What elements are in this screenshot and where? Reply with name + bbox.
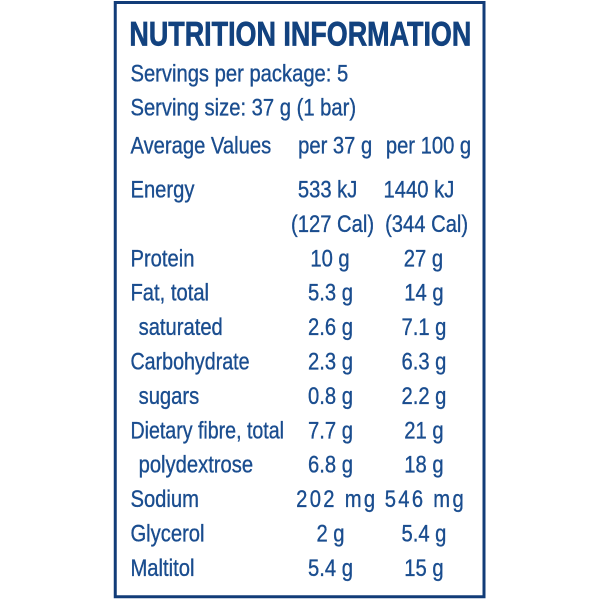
- svg-text:27 g: 27 g: [404, 244, 443, 271]
- svg-text:18 g: 18 g: [404, 451, 443, 478]
- svg-text:Servings per package: 5: Servings per package: 5: [130, 59, 348, 86]
- svg-text:7.7 g: 7.7 g: [308, 416, 353, 443]
- svg-text:Maltitol: Maltitol: [130, 554, 194, 581]
- svg-text:Average Values: Average Values: [130, 132, 271, 159]
- svg-text:per 37 g: per 37 g: [298, 132, 372, 159]
- svg-text:2.6 g: 2.6 g: [308, 313, 353, 340]
- svg-text:1440 kJ: 1440 kJ: [384, 176, 455, 203]
- svg-text:Carbohydrate: Carbohydrate: [130, 347, 249, 375]
- svg-text:5.3 g: 5.3 g: [308, 279, 353, 306]
- svg-text:polydextrose: polydextrose: [139, 451, 254, 478]
- svg-text:10 g: 10 g: [310, 244, 349, 271]
- svg-text:Fat, total: Fat, total: [130, 279, 209, 306]
- svg-text:2.2 g: 2.2 g: [402, 382, 447, 409]
- svg-text:saturated: saturated: [139, 313, 223, 340]
- svg-text:546 mg: 546 mg: [385, 485, 466, 512]
- svg-text:(127 Cal): (127 Cal): [291, 210, 374, 237]
- svg-text:15 g: 15 g: [404, 554, 443, 581]
- svg-text:6.3 g: 6.3 g: [402, 348, 447, 375]
- svg-text:5.4 g: 5.4 g: [308, 554, 353, 581]
- svg-text:2.3 g: 2.3 g: [308, 348, 353, 375]
- svg-text:NUTRITION INFORMATION: NUTRITION INFORMATION: [129, 16, 471, 54]
- svg-text:(344 Cal): (344 Cal): [385, 210, 468, 237]
- svg-text:Energy: Energy: [130, 176, 195, 203]
- svg-text:Glycerol: Glycerol: [130, 520, 204, 547]
- svg-text:14 g: 14 g: [404, 279, 443, 306]
- svg-text:21 g: 21 g: [404, 416, 443, 443]
- svg-text:6.8 g: 6.8 g: [308, 451, 353, 478]
- svg-text:Protein: Protein: [130, 244, 194, 271]
- svg-text:Sodium: Sodium: [130, 485, 198, 512]
- svg-text:0.8 g: 0.8 g: [308, 382, 353, 409]
- svg-text:202 mg: 202 mg: [296, 485, 377, 512]
- svg-text:5.4 g: 5.4 g: [402, 520, 447, 547]
- svg-text:per 100 g: per 100 g: [386, 132, 471, 159]
- svg-text:7.1 g: 7.1 g: [402, 313, 447, 340]
- svg-text:533 kJ: 533 kJ: [298, 176, 357, 203]
- svg-text:sugars: sugars: [139, 382, 200, 409]
- svg-text:Dietary fibre, total: Dietary fibre, total: [130, 416, 284, 444]
- svg-text:2 g: 2 g: [316, 520, 344, 547]
- svg-text:Serving size: 37 g (1 bar): Serving size: 37 g (1 bar): [130, 94, 356, 121]
